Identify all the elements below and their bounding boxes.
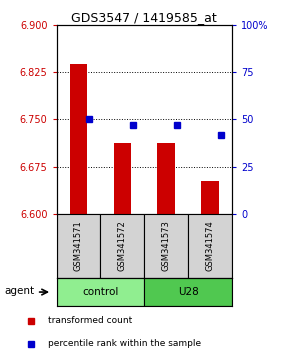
Bar [157, 143, 175, 214]
Bar [70, 64, 87, 214]
Bar [144, 278, 232, 306]
Bar [188, 214, 232, 278]
Bar [100, 214, 144, 278]
Text: control: control [82, 287, 119, 297]
Text: GSM341572: GSM341572 [118, 221, 127, 272]
Title: GDS3547 / 1419585_at: GDS3547 / 1419585_at [71, 11, 217, 24]
Text: U28: U28 [178, 287, 199, 297]
Text: GSM341573: GSM341573 [162, 221, 171, 272]
Bar [201, 181, 219, 214]
Bar [57, 278, 144, 306]
Text: transformed count: transformed count [48, 316, 132, 325]
Text: percentile rank within the sample: percentile rank within the sample [48, 339, 201, 348]
Bar [57, 214, 100, 278]
Text: GSM341571: GSM341571 [74, 221, 83, 272]
Bar [114, 143, 131, 214]
Text: agent: agent [5, 286, 35, 296]
Text: GSM341574: GSM341574 [206, 221, 215, 272]
Bar [144, 214, 188, 278]
